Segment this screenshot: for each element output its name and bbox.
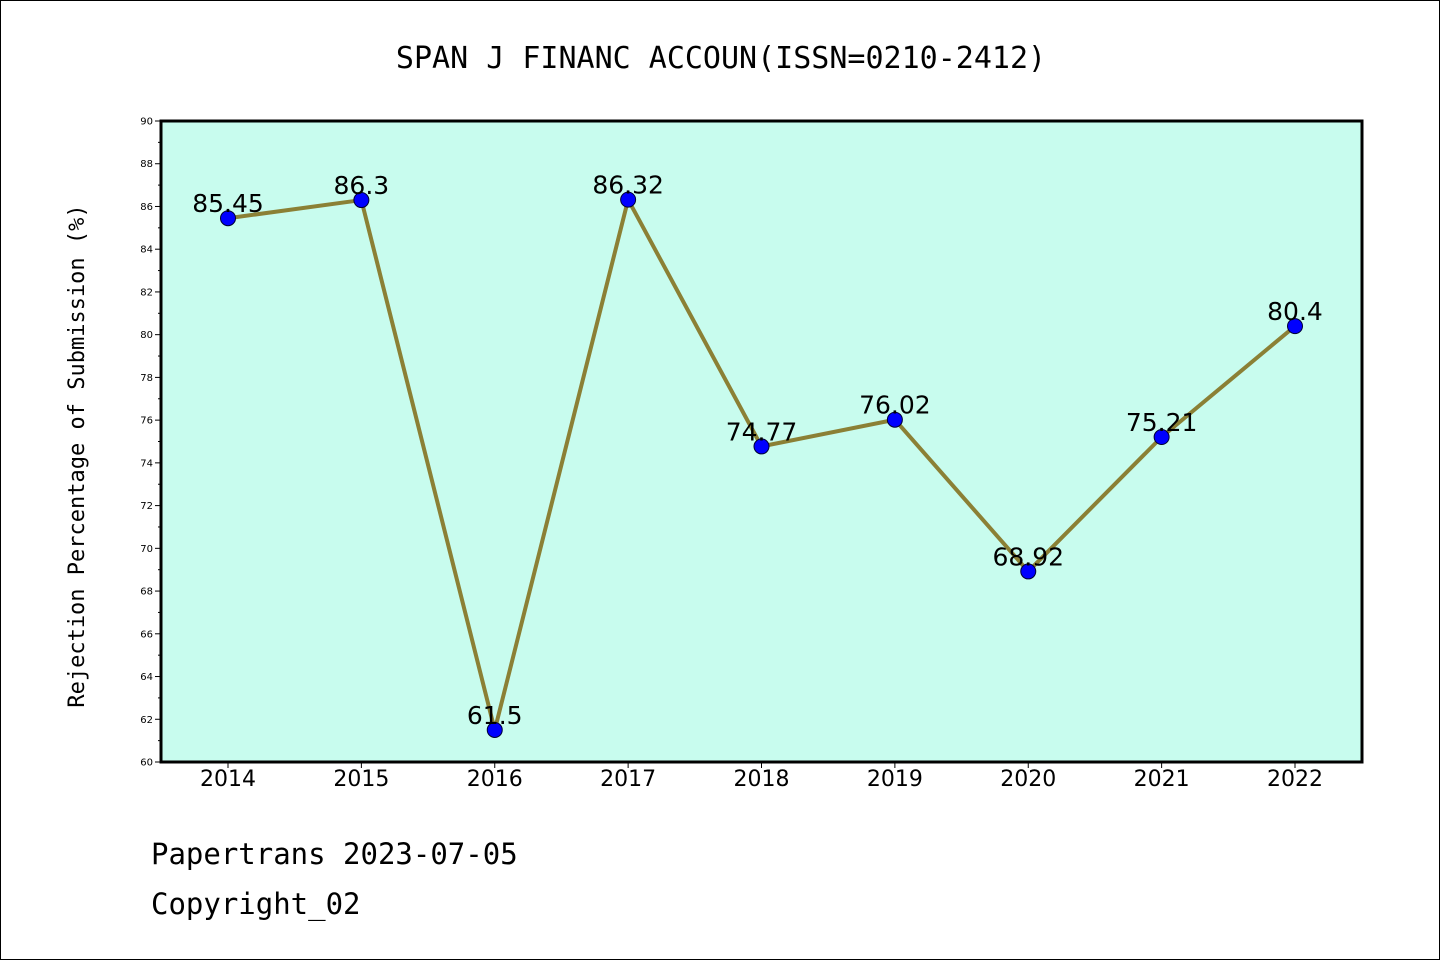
x-axis-ticks: 2014 2015 2016 2017 2018 2019 2020 2021 2022: [200, 762, 1323, 792]
x-tick-label: 2016: [467, 767, 523, 792]
data-point-2017: [620, 191, 637, 208]
y-tick-label: 78: [140, 373, 153, 384]
data-point-2014: [220, 210, 236, 227]
data-point-2019: [886, 411, 903, 428]
data-label-2014: 85.45: [192, 189, 264, 218]
y-tick-label: 60: [140, 758, 153, 769]
x-tick-label: 2021: [1134, 767, 1190, 792]
y-tick-label: 76: [140, 416, 153, 427]
data-label-2020: 68.92: [992, 542, 1064, 571]
y-tick-label: 68: [140, 587, 153, 598]
y-tick-label: 90: [140, 117, 153, 128]
data-label-2015: 86.3: [334, 171, 390, 200]
y-tick-label: 64: [140, 672, 153, 683]
y-tick-label: 86: [140, 202, 153, 213]
y-tick-label: 70: [140, 544, 153, 555]
data-point-2022: [1287, 318, 1303, 335]
data-labels: 85.45 86.3 61.5 86.32 74.77 76.02 68.92 75.21 80…: [192, 171, 1323, 730]
data-label-2019: 76.02: [859, 391, 931, 420]
y-tick-label: 88: [140, 159, 153, 170]
x-tick-label: 2020: [1000, 767, 1056, 792]
x-tick-label: 2014: [200, 767, 256, 792]
data-label-2021: 75.21: [1126, 408, 1198, 437]
y-tick-label: 72: [140, 501, 153, 512]
x-tick-label: 2015: [333, 767, 389, 792]
y-tick-label: 84: [140, 245, 153, 256]
data-label-2022: 80.4: [1267, 297, 1323, 326]
y-tick-label: 66: [140, 629, 153, 640]
x-tick-label: 2019: [867, 767, 923, 792]
data-markers: [220, 191, 1303, 738]
y-axis-label: Rejection Percentage of Submission (%): [65, 204, 90, 707]
y-tick-label: 82: [140, 287, 153, 298]
data-label-2017: 86.32: [592, 171, 664, 200]
y-tick-label: 62: [140, 715, 153, 726]
data-point-2021: [1153, 429, 1170, 446]
y-tick-label: 80: [140, 330, 153, 341]
data-point-2016: [486, 721, 503, 738]
data-point-2020: [1020, 563, 1037, 580]
y-axis-ticks: 60 62 64 66 68 70 72 74 76 78 80 82 84 86 88 90: [140, 117, 161, 769]
data-label-2016: 61.5: [467, 701, 523, 730]
x-tick-label: 2022: [1267, 767, 1323, 792]
data-point-2015: [353, 192, 370, 209]
data-label-2018: 74.77: [726, 417, 798, 446]
footer-copyright: Copyright_02: [151, 887, 361, 921]
footer-date: Papertrans 2023-07-05: [151, 837, 518, 871]
chart-title: SPAN J FINANC ACCOUN(ISSN=0210-2412): [396, 41, 1046, 76]
data-point-2018: [753, 438, 770, 455]
y-tick-label: 74: [140, 458, 153, 469]
x-tick-label: 2017: [600, 767, 656, 792]
x-tick-label: 2018: [734, 767, 790, 792]
